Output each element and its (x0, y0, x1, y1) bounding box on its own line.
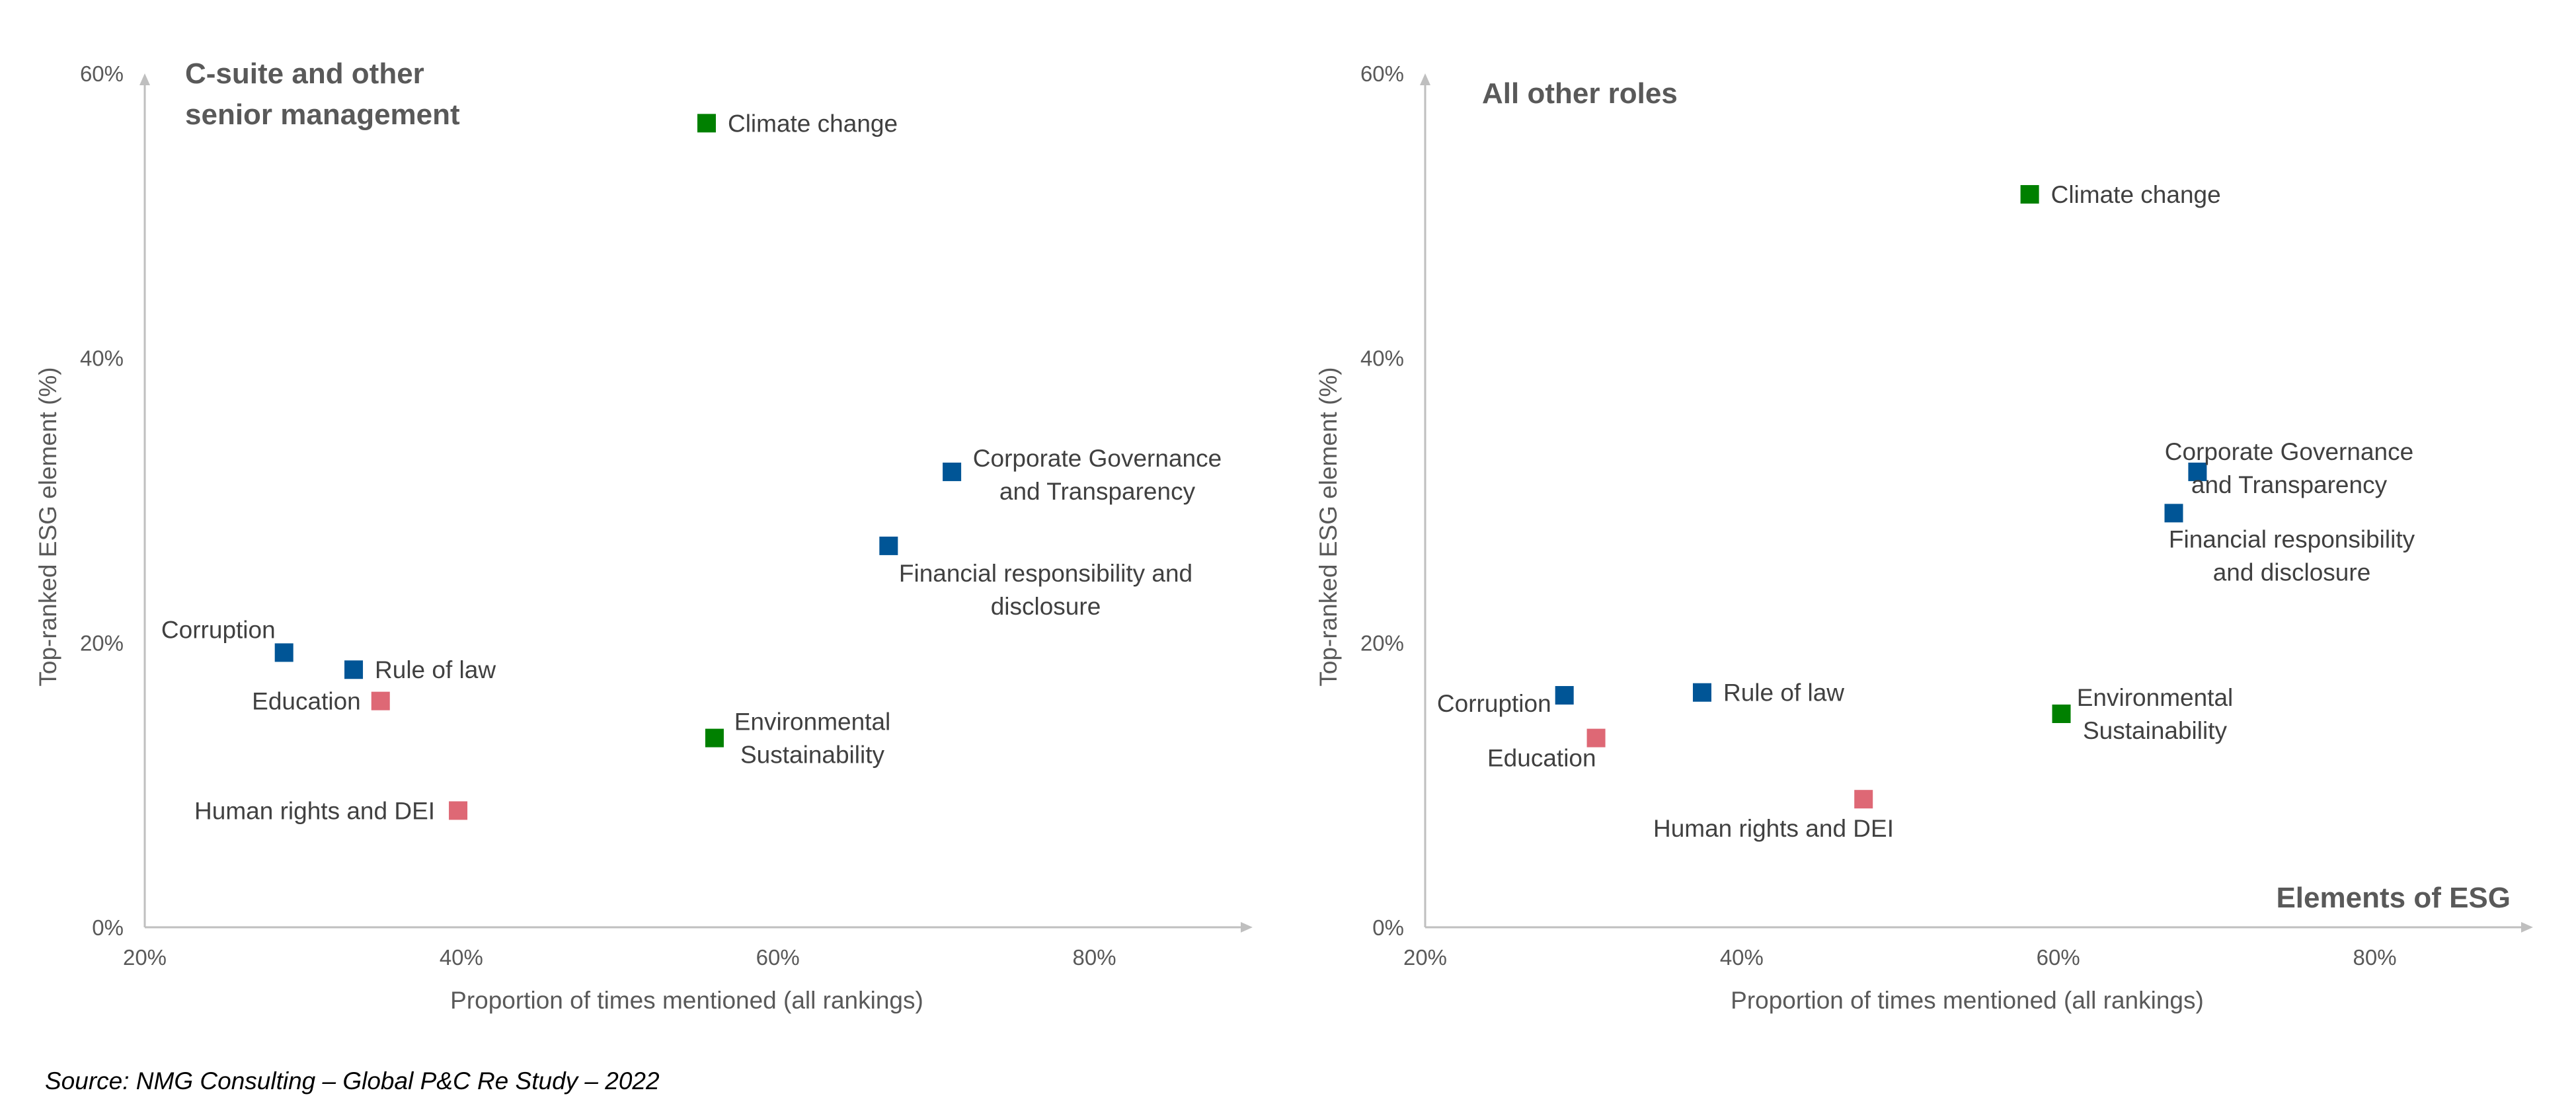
chart-2-x-tick-label: 40% (1720, 945, 1764, 970)
chart-1-label-human-rights-and-dei: Human rights and DEI (194, 797, 435, 824)
chart-1-y-axis-arrow (139, 73, 150, 85)
chart-2-y-axis-title: Top-ranked ESG element (%) (1315, 367, 1342, 686)
chart-2-title: All other roles (1482, 77, 1678, 110)
chart-2-label-education: Education (1487, 745, 1596, 772)
chart-1-point-environmental-sustainability (705, 728, 724, 748)
chart-2-point-climate-change (2020, 185, 2039, 204)
chart-2-point-financial-responsibility-and-disclosure (2164, 504, 2183, 523)
chart-1-point-education (371, 691, 390, 710)
chart-2-x-tick-label: 60% (2037, 945, 2080, 970)
chart-1-x-axis-arrow (1241, 922, 1253, 933)
chart-2-label-rule-of-law: Rule of law (1723, 679, 1844, 707)
chart-1-point-rule-of-law (344, 660, 364, 679)
chart-1-y-tick-label: 60% (80, 61, 124, 86)
chart-2-label-climate-change: Climate change (2051, 181, 2221, 208)
chart-1-label-rule-of-law: Rule of law (375, 656, 496, 683)
chart-2-y-tick-label: 40% (1360, 346, 1404, 371)
chart-1-y-tick-label: 40% (80, 346, 124, 371)
chart-1-point-human-rights-and-dei (449, 801, 468, 820)
chart-1-point-corporate-governance-and-transparency (943, 462, 962, 481)
chart-1-y-tick-label: 0% (92, 915, 124, 940)
chart-2-x-axis-title: Proportion of times mentioned (all ranki… (1731, 987, 2204, 1014)
chart-2-point-corporate-governance-and-transparency (2188, 462, 2207, 481)
chart-2-label-human-rights-and-dei: Human rights and DEI (1653, 815, 1894, 842)
chart-1-x-tick-label: 40% (440, 945, 483, 970)
chart-1-point-corruption (274, 643, 293, 662)
chart-1-y-axis-title: Top-ranked ESG element (%) (34, 367, 61, 686)
chart-1-y-tick-label: 20% (80, 631, 124, 655)
chart-2-label-financial-responsibility-and-disclosure: Financial responsibility and disclosure (2169, 525, 2415, 586)
chart-1-label-corporate-governance-and-transparency: Corporate Governance and Transparency (973, 445, 1222, 505)
chart-1-x-axis-title: Proportion of times mentioned (all ranki… (450, 987, 923, 1014)
chart-1-label-environmental-sustainability: Environmental Sustainability (734, 709, 891, 769)
chart-2-x-axis-arrow (2521, 922, 2533, 933)
chart-1-label-education: Education (252, 688, 361, 715)
chart-2-y-tick-label: 0% (1372, 915, 1404, 940)
source-footer: Source: NMG Consulting – Global P&C Re S… (45, 1067, 660, 1094)
chart-2-point-rule-of-law (1693, 683, 1711, 702)
chart-panel-2: 20% 40% 60% 80% 0% 20% 40% 60% Proportion of tim… (1315, 61, 2533, 1014)
chart-1-label-climate-change: Climate change (728, 110, 898, 137)
chart-2-y-tick-label: 20% (1360, 631, 1404, 655)
chart-panel-1: 20% 40% 60% 80% 0% 20% 40% 60% Proportion of tim… (34, 58, 1253, 1014)
chart-2-point-human-rights-and-dei (1854, 790, 1873, 809)
chart-1-x-tick-label: 80% (1073, 945, 1116, 970)
chart-1-point-financial-responsibility-and-disclosure (879, 536, 898, 555)
chart-2-x-tick-label: 20% (1403, 945, 1447, 970)
chart-1-title: C-suite and other senior management (185, 58, 460, 131)
chart-2-label-environmental-sustainability: Environmental Sustainability (2077, 684, 2234, 744)
chart-1-label-financial-responsibility-and-disclosure: Financial responsibility and disclosure (899, 560, 1192, 620)
chart-1-point-climate-change (697, 114, 716, 133)
chart-1-x-tick-label: 60% (756, 945, 800, 970)
chart-2-annotation: Elements of ESG (2276, 882, 2511, 914)
chart-2-label-corruption: Corruption (1437, 690, 1551, 717)
chart-2-y-tick-label: 60% (1360, 61, 1404, 86)
chart-2-point-education (1586, 728, 1606, 748)
chart-1-label-corruption: Corruption (161, 616, 276, 643)
chart-2-label-corporate-governance-and-transparency: Corporate Governance and Transparency (2165, 438, 2413, 498)
chart-2-y-axis-arrow (1420, 73, 1430, 85)
chart-2-point-environmental-sustainability (2052, 705, 2071, 723)
chart-2-x-tick-label: 80% (2353, 945, 2397, 970)
chart-1-x-tick-label: 20% (123, 945, 167, 970)
chart-2-point-corruption (1555, 686, 1574, 705)
